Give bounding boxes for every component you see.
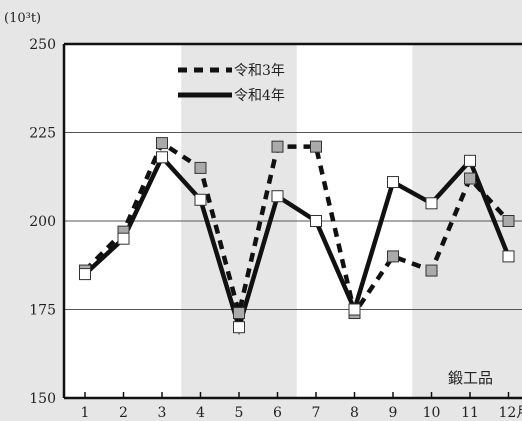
series-marker-1 xyxy=(194,193,207,206)
chart-annotation: 鍛工品 xyxy=(448,369,493,387)
y-unit-label: (10³t) xyxy=(4,11,41,26)
x-tick-label: 11 xyxy=(461,405,479,421)
series-marker-0 xyxy=(387,250,399,263)
x-tick-label: 7 xyxy=(312,405,321,421)
y-tick-label: 150 xyxy=(29,391,56,407)
x-tick-label: 12月 xyxy=(499,405,522,421)
y-tick-label: 250 xyxy=(29,37,56,53)
x-tick-label: 8 xyxy=(350,405,359,421)
legend-label-2022: 令和4年 xyxy=(234,88,285,104)
series-marker-0 xyxy=(271,140,284,153)
y-tick-label: 175 xyxy=(29,303,56,319)
series-line-1 xyxy=(83,153,511,336)
y-tick-labels: 150 175 200 225 250 xyxy=(29,37,56,407)
series-markers xyxy=(79,137,515,334)
series-marker-0 xyxy=(310,140,322,153)
legend-label-2021: 令和3年 xyxy=(234,63,285,79)
y-tick-label: 225 xyxy=(29,126,56,142)
legend: 令和3年 令和4年 xyxy=(178,63,285,104)
series-marker-0 xyxy=(156,137,168,150)
series-marker-0 xyxy=(464,172,476,185)
series-marker-0 xyxy=(502,215,515,227)
x-tick-label: 1 xyxy=(81,405,90,421)
x-tick-label: 5 xyxy=(235,405,244,421)
x-tick-label: 3 xyxy=(158,405,167,421)
series-marker-1 xyxy=(117,232,130,245)
series-marker-0 xyxy=(425,264,438,277)
x-tick-label: 10 xyxy=(423,405,441,421)
x-tick-label: 9 xyxy=(389,405,398,421)
axes xyxy=(62,42,522,400)
series-marker-0 xyxy=(194,161,207,174)
series-marker-1 xyxy=(271,190,284,203)
x-tick-label: 6 xyxy=(273,405,282,421)
series-lines xyxy=(83,139,511,336)
series-marker-0 xyxy=(233,307,245,320)
series-marker-1 xyxy=(464,154,476,167)
series-marker-1 xyxy=(348,303,361,316)
series-marker-1 xyxy=(502,250,515,263)
y-tick-label: 200 xyxy=(29,214,56,230)
series-marker-1 xyxy=(79,268,91,281)
x-tick-label: 4 xyxy=(196,405,205,421)
series-marker-1 xyxy=(156,151,168,164)
series-marker-1 xyxy=(233,321,245,334)
grid-lines xyxy=(64,132,522,310)
series-marker-1 xyxy=(387,176,399,189)
series-line-0 xyxy=(83,139,511,319)
series-marker-1 xyxy=(425,197,438,210)
series-marker-1 xyxy=(310,215,322,227)
x-tick-label: 2 xyxy=(119,405,128,421)
x-tick-labels: 1 2 3 4 5 6 7 8 9 10 11 12月 xyxy=(81,405,522,421)
